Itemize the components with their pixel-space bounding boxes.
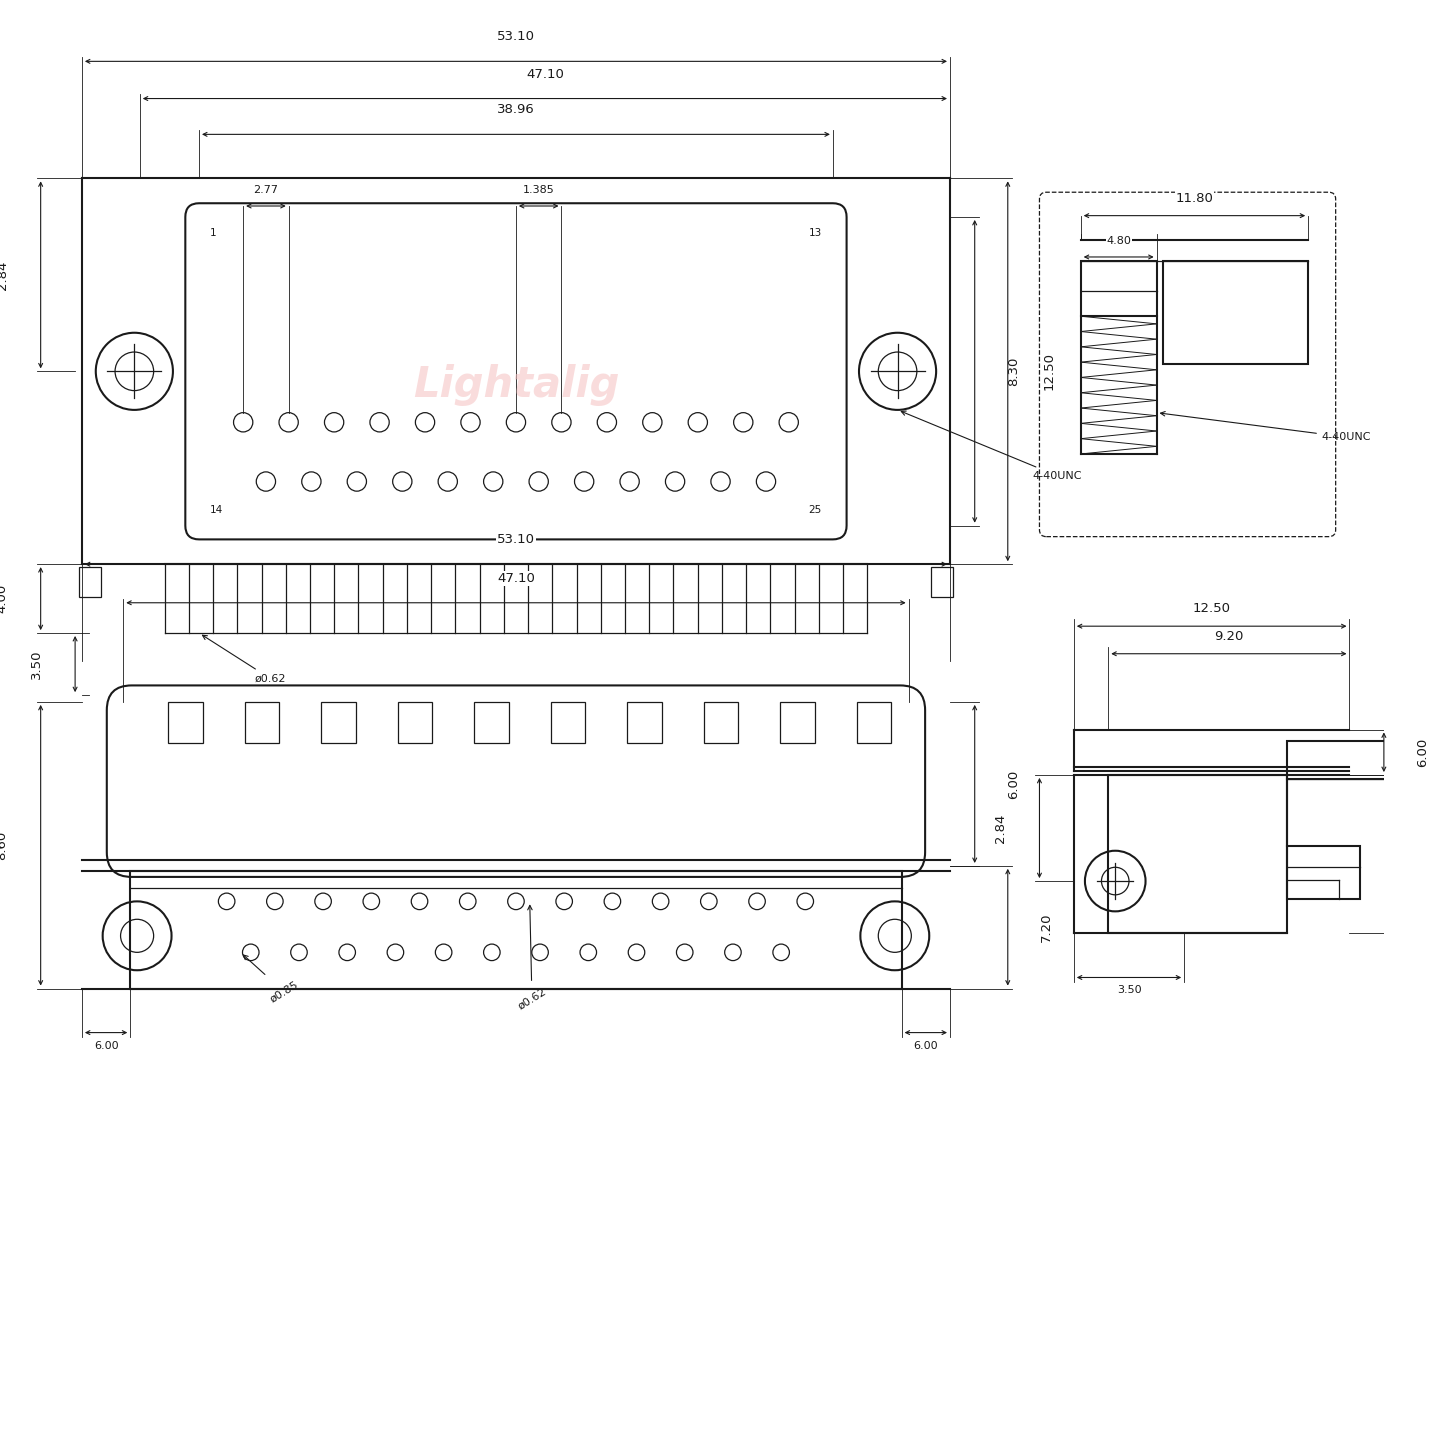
Text: 3.50: 3.50 <box>1116 985 1142 995</box>
Bar <box>168 701 203 743</box>
Text: 6.00: 6.00 <box>1007 769 1020 799</box>
Bar <box>930 567 953 598</box>
Text: 2.77: 2.77 <box>253 184 278 194</box>
Bar <box>628 701 662 743</box>
Text: 1.385: 1.385 <box>523 184 554 194</box>
Text: 13: 13 <box>808 228 822 238</box>
Bar <box>704 701 739 743</box>
Text: 25: 25 <box>808 504 822 514</box>
Text: Lightalig: Lightalig <box>413 364 619 406</box>
Bar <box>1081 261 1156 317</box>
Text: ø0.62: ø0.62 <box>516 906 549 1011</box>
Bar <box>857 701 891 743</box>
Bar <box>79 567 101 598</box>
Text: 53.10: 53.10 <box>497 533 534 546</box>
Bar <box>1109 775 1287 933</box>
Bar <box>780 701 815 743</box>
Bar <box>1164 261 1308 364</box>
Text: 8.60: 8.60 <box>0 831 9 860</box>
Text: 3.50: 3.50 <box>30 649 43 678</box>
Bar <box>550 701 585 743</box>
Text: 53.10: 53.10 <box>497 30 534 43</box>
Text: 6.00: 6.00 <box>1416 737 1428 768</box>
Text: 4-40UNC: 4-40UNC <box>1161 412 1371 442</box>
Text: 38.96: 38.96 <box>497 104 534 117</box>
Text: 8.30: 8.30 <box>1007 357 1020 386</box>
Text: 6.00: 6.00 <box>94 1041 118 1051</box>
Text: 47.10: 47.10 <box>526 68 564 81</box>
Text: 7.20: 7.20 <box>1040 913 1053 942</box>
Text: 47.10: 47.10 <box>497 572 534 585</box>
Bar <box>397 701 432 743</box>
Text: 4.80: 4.80 <box>1106 236 1130 246</box>
Text: 11.80: 11.80 <box>1175 192 1214 204</box>
Text: 12.50: 12.50 <box>1043 353 1056 390</box>
Bar <box>130 871 901 988</box>
Text: 14: 14 <box>210 504 223 514</box>
Bar <box>321 701 356 743</box>
Text: 2.84: 2.84 <box>0 261 9 289</box>
Text: 2.84: 2.84 <box>995 814 1008 842</box>
Text: 6.00: 6.00 <box>913 1041 937 1051</box>
Text: ø0.62: ø0.62 <box>203 635 285 684</box>
Text: 9.20: 9.20 <box>1214 629 1244 642</box>
Text: 4.00: 4.00 <box>0 585 9 613</box>
Bar <box>474 701 508 743</box>
Text: 1: 1 <box>210 228 217 238</box>
Text: 4-40UNC: 4-40UNC <box>901 410 1081 481</box>
Text: 12.50: 12.50 <box>1192 602 1231 615</box>
Text: ø0.85: ø0.85 <box>243 955 300 1004</box>
Bar <box>1287 847 1359 899</box>
Bar <box>1287 740 1391 779</box>
Bar <box>245 701 279 743</box>
